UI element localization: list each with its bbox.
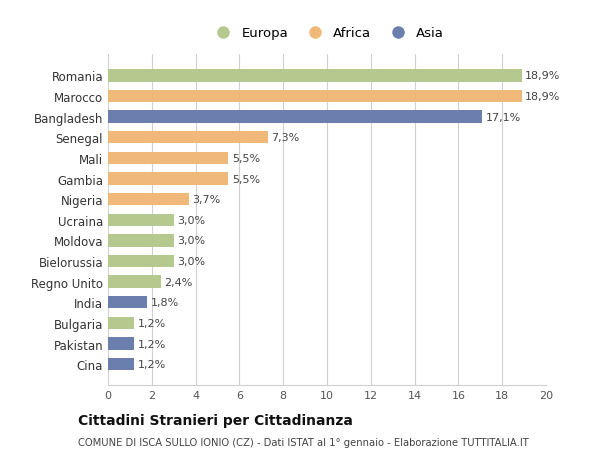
Text: 3,0%: 3,0% [177,215,205,225]
Bar [108,70,522,83]
Legend: Europa, Africa, Asia: Europa, Africa, Asia [205,22,449,45]
Text: 18,9%: 18,9% [525,92,560,102]
Bar [108,297,148,309]
Bar [108,235,174,247]
Text: 3,0%: 3,0% [177,236,205,246]
Text: 18,9%: 18,9% [525,71,560,81]
Text: 5,5%: 5,5% [232,154,260,163]
Text: Cittadini Stranieri per Cittadinanza: Cittadini Stranieri per Cittadinanza [78,414,353,428]
Bar [108,255,174,268]
Bar [108,214,174,226]
Text: 3,7%: 3,7% [193,195,221,205]
Text: 7,3%: 7,3% [271,133,299,143]
Text: 2,4%: 2,4% [164,277,192,287]
Bar [108,152,229,165]
Bar [108,317,134,330]
Bar [108,194,189,206]
Text: 1,8%: 1,8% [151,297,179,308]
Text: 1,2%: 1,2% [137,339,166,349]
Bar [108,173,229,185]
Bar [108,276,161,288]
Bar [108,111,482,123]
Bar [108,91,522,103]
Text: COMUNE DI ISCA SULLO IONIO (CZ) - Dati ISTAT al 1° gennaio - Elaborazione TUTTIT: COMUNE DI ISCA SULLO IONIO (CZ) - Dati I… [78,437,529,447]
Text: 5,5%: 5,5% [232,174,260,184]
Text: 1,2%: 1,2% [137,359,166,369]
Bar [108,338,134,350]
Text: 17,1%: 17,1% [486,112,521,123]
Text: 3,0%: 3,0% [177,257,205,267]
Bar [108,132,268,144]
Text: 1,2%: 1,2% [137,318,166,328]
Bar [108,358,134,370]
